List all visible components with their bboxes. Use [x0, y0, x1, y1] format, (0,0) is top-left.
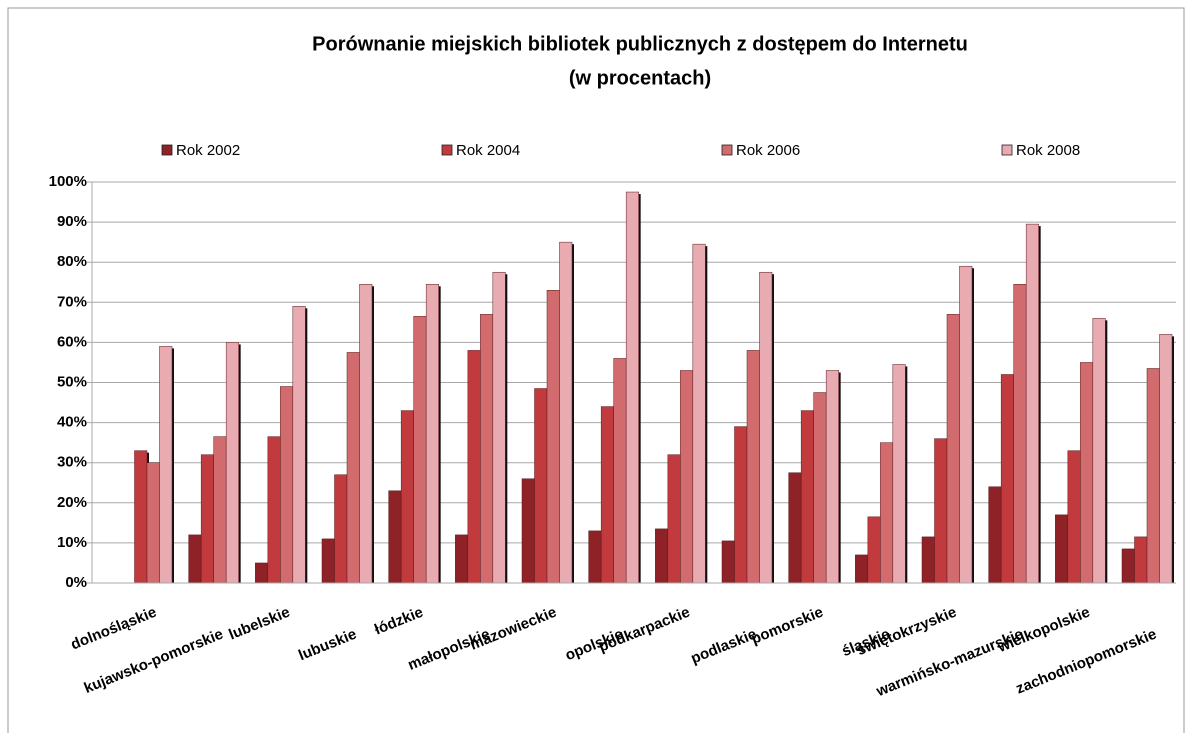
bar — [655, 528, 669, 584]
legend-swatch — [721, 144, 733, 156]
legend-swatch — [161, 144, 173, 156]
bar — [159, 346, 173, 584]
bar — [934, 438, 948, 584]
legend-label: Rok 2004 — [456, 142, 520, 159]
bar — [267, 436, 281, 584]
bar — [559, 241, 573, 584]
bar — [625, 191, 639, 584]
bar — [1067, 450, 1081, 584]
bar — [1055, 514, 1069, 584]
bar — [255, 562, 269, 584]
bar — [880, 442, 894, 584]
bar — [988, 486, 1002, 584]
y-tick-label: 60% — [57, 333, 87, 350]
legend-swatch — [1001, 144, 1013, 156]
bar — [667, 454, 681, 584]
bar — [1134, 536, 1148, 584]
y-tick-label: 20% — [57, 494, 87, 511]
bar — [480, 314, 494, 584]
legend-swatch — [441, 144, 453, 156]
bar — [413, 316, 427, 584]
legend-label: Rok 2006 — [736, 142, 800, 159]
bar — [280, 386, 294, 584]
bar — [521, 478, 535, 584]
bar — [692, 243, 706, 584]
bar — [425, 284, 439, 584]
y-tick-label: 50% — [57, 373, 87, 390]
y-tick-label: 10% — [57, 534, 87, 551]
bar — [746, 350, 760, 584]
bar — [825, 370, 839, 584]
bar — [613, 358, 627, 584]
bar — [346, 352, 360, 584]
bar — [492, 271, 506, 584]
bar — [213, 436, 227, 584]
chart-title: Porównanie miejskich bibliotek publiczny… — [312, 33, 968, 55]
bar — [800, 410, 814, 584]
bar — [1092, 318, 1106, 584]
y-tick-label: 90% — [57, 213, 87, 230]
bar — [200, 454, 214, 584]
y-tick-label: 100% — [49, 173, 87, 190]
y-tick-label: 0% — [65, 574, 87, 591]
bar — [188, 534, 202, 584]
bar — [467, 350, 481, 584]
bar — [1159, 334, 1173, 584]
bar — [921, 536, 935, 584]
y-tick-label: 30% — [57, 454, 87, 471]
bar — [1146, 368, 1160, 584]
bar — [855, 554, 869, 584]
bar — [1000, 374, 1014, 584]
bar — [1121, 548, 1135, 584]
bar — [388, 490, 402, 584]
bar — [321, 538, 335, 584]
bar — [292, 306, 306, 584]
bar — [1080, 362, 1094, 584]
y-tick-label: 80% — [57, 253, 87, 270]
bar — [455, 534, 469, 584]
bar — [225, 342, 239, 584]
legend-label: Rok 2008 — [1016, 142, 1080, 159]
bar — [546, 290, 560, 584]
bar — [946, 314, 960, 584]
bar — [1013, 284, 1027, 584]
legend-label: Rok 2002 — [176, 142, 240, 159]
bar — [759, 271, 773, 584]
bar — [534, 388, 548, 584]
y-tick-label: 40% — [57, 414, 87, 431]
bar — [892, 364, 906, 584]
bar — [1025, 223, 1039, 584]
bar — [680, 370, 694, 584]
chart-subtitle: (w procentach) — [569, 67, 711, 89]
bar — [146, 462, 160, 584]
bar — [788, 472, 802, 584]
bar — [867, 516, 881, 584]
bar — [734, 426, 748, 584]
bar — [813, 392, 827, 584]
chart-frame — [7, 7, 1185, 733]
bar — [134, 450, 148, 584]
bar — [721, 540, 735, 584]
y-tick-label: 70% — [57, 293, 87, 310]
bar — [959, 265, 973, 584]
bar — [600, 406, 614, 584]
bar — [400, 410, 414, 584]
bar — [359, 284, 373, 584]
bar — [334, 474, 348, 584]
bar — [588, 530, 602, 584]
